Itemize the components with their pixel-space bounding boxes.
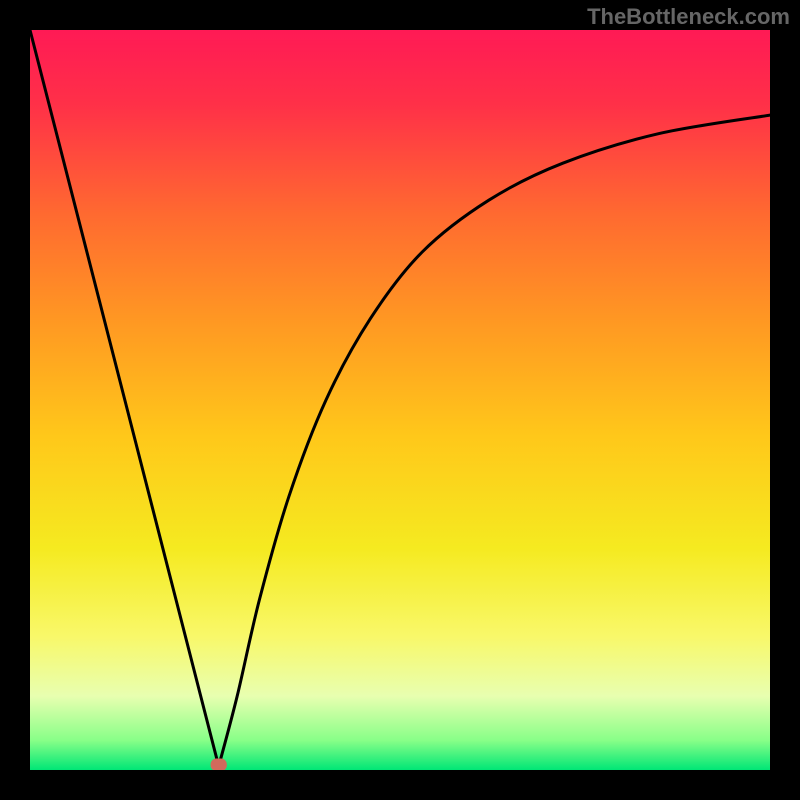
chart-frame: TheBottleneck.com	[0, 0, 800, 800]
gradient-background	[30, 30, 770, 770]
current-config-marker	[211, 759, 227, 770]
plot-area	[30, 30, 770, 770]
watermark-text: TheBottleneck.com	[587, 4, 790, 30]
gradient-v-curve-chart	[30, 30, 770, 770]
